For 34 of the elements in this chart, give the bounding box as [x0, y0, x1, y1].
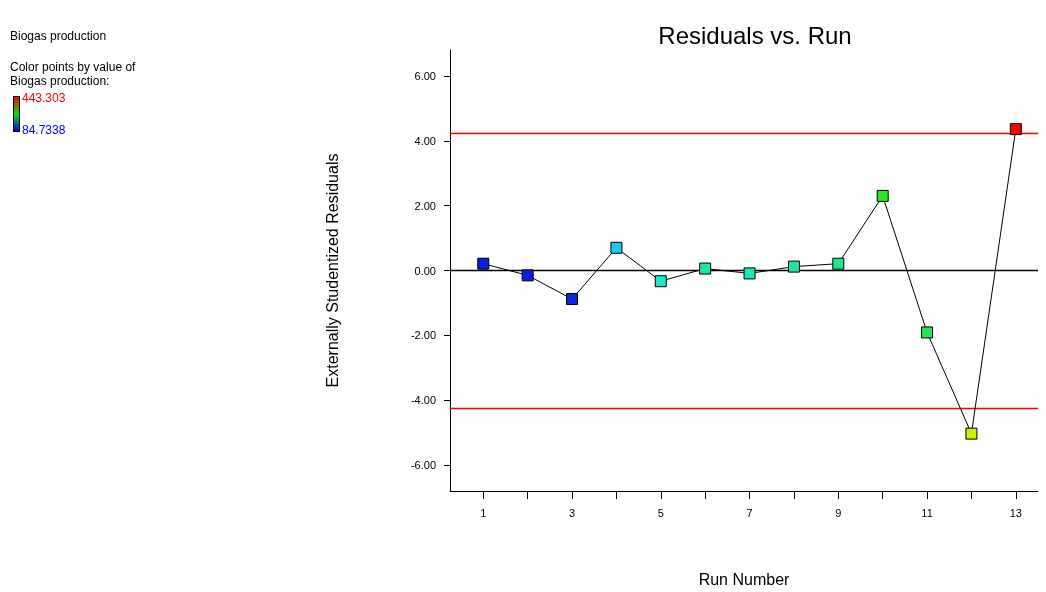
y-tick-label: -6.00 [410, 459, 436, 472]
point [743, 267, 756, 280]
x-tick-label: 11 [921, 506, 933, 519]
x-tick-label: 13 [1009, 506, 1022, 519]
color-bar-label: 84.7338 [22, 123, 66, 137]
point [566, 293, 579, 306]
point [921, 326, 934, 339]
color-bar-title: Color points by value of Biogas production: [10, 60, 139, 88]
point [832, 257, 845, 270]
chart-title: Residuals vs. Run [658, 21, 852, 49]
point [521, 269, 534, 282]
y-tick-label: 2.00 [414, 199, 436, 212]
point [654, 275, 667, 288]
y-tick-label: -2.00 [410, 329, 436, 342]
y-tick-label: 6.00 [414, 69, 436, 82]
x-tick-label: 3 [568, 506, 576, 519]
y-axis-title: Externally Studentized Residuals [323, 153, 341, 388]
y-tick-label: 4.00 [414, 134, 436, 147]
point [787, 260, 800, 273]
text: Biogas production [10, 29, 107, 43]
point [1009, 123, 1022, 136]
x-axis-title: Run Number [698, 570, 791, 588]
y-tick-label: 0.00 [414, 264, 436, 277]
x-tick-label: 5 [657, 506, 664, 519]
x-tick-label: 9 [835, 506, 842, 519]
point [477, 257, 490, 270]
point [965, 427, 978, 440]
x-tick-label: 1 [480, 506, 487, 519]
point [876, 189, 889, 202]
point [699, 262, 712, 275]
x-tick-label: 7 [746, 506, 753, 519]
y-tick-label: -4.00 [410, 394, 436, 407]
point [610, 241, 623, 254]
color-bar-label: 443.303 [22, 91, 66, 105]
